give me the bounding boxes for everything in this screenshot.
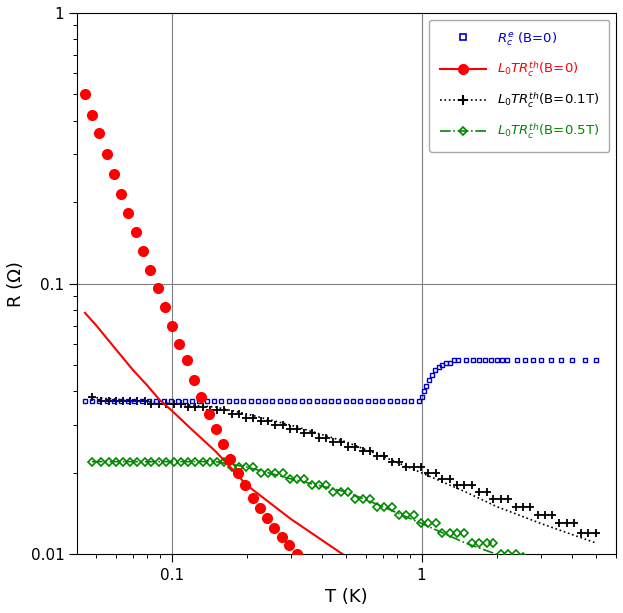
X-axis label: T (K): T (K) [325, 588, 368, 606]
Y-axis label: R (Ω): R (Ω) [7, 261, 25, 306]
Legend: $R_c^e$ (B=0), $L_0TR_c^{th}$(B=0), $L_0TR_c^{th}$(B=0.1T), $L_0TR_c^{th}$(B=0.5: $R_c^e$ (B=0), $L_0TR_c^{th}$(B=0), $L_0… [429, 20, 609, 152]
